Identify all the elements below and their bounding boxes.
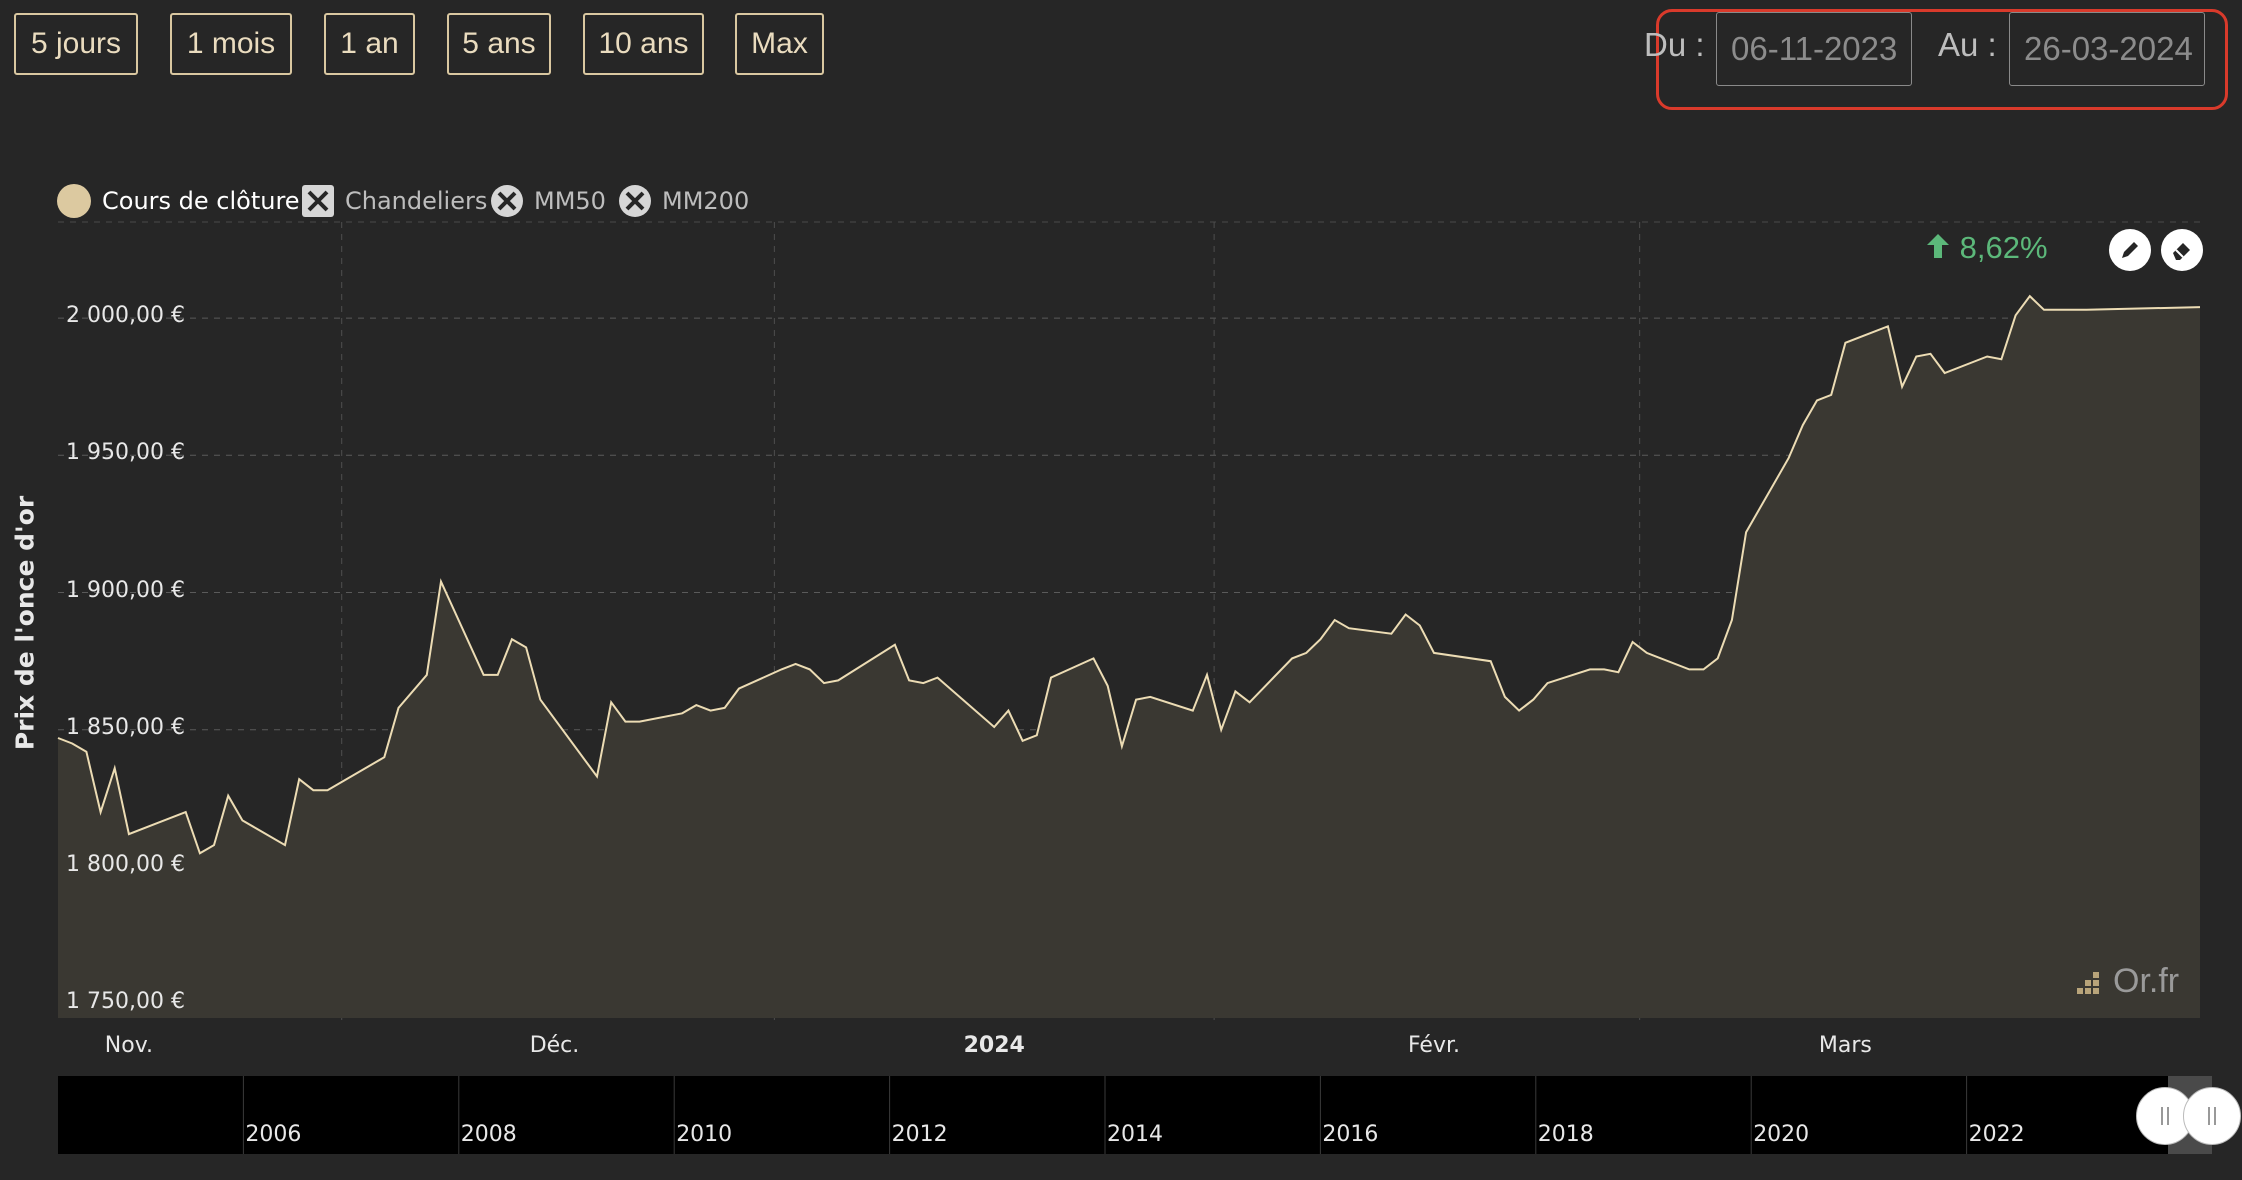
navigator-tick-label: 2018	[1537, 1122, 1594, 1147]
y-axis-title: Prix de l'once d'or	[10, 495, 40, 751]
legend-mm200[interactable]: MM200	[618, 178, 749, 224]
navigator-background	[58, 1076, 2212, 1154]
navigator[interactable]	[58, 1076, 2212, 1154]
navigator-tick-label: 2016	[1322, 1122, 1379, 1147]
y-tick-label: 1 900,00 €	[66, 577, 185, 603]
logo-bars-icon	[2077, 971, 2099, 994]
x-tick-label: Mars	[1818, 1033, 1872, 1058]
circle-cross-icon	[491, 185, 523, 217]
navigator-tick-label: 2014	[1107, 1122, 1163, 1147]
y-tick-label: 1 850,00 €	[66, 714, 185, 740]
pencil-icon	[2122, 242, 2138, 258]
price-area	[58, 296, 2200, 1019]
date-range-panel	[1656, 9, 2228, 110]
y-tick-label: 1 750,00 €	[66, 989, 185, 1015]
range-max-button[interactable]: Max	[735, 13, 824, 75]
vertical-grid	[341, 222, 1641, 1022]
from-date-input[interactable]: 06-11-2023	[1716, 12, 1912, 86]
to-label: Au :	[1938, 26, 1997, 63]
draw-tool-button[interactable]	[2109, 229, 2151, 271]
legend-mm50[interactable]: MM50	[490, 178, 606, 224]
legend-candlesticks[interactable]: Chandeliers	[301, 178, 487, 224]
erase-tool-button[interactable]	[2161, 229, 2203, 271]
navigator-tick-label: 2020	[1753, 1122, 1810, 1147]
x-tick-label: Nov.	[104, 1033, 154, 1058]
x-tick-label: Févr.	[1407, 1033, 1460, 1058]
legend-label: MM50	[534, 187, 606, 215]
grip-icon	[2208, 1107, 2216, 1125]
range-10-years-button[interactable]: 10 ans	[583, 13, 704, 75]
range-5-days-button[interactable]: 5 jours	[14, 13, 138, 75]
up-arrow-icon	[1927, 234, 1949, 258]
to-date-input[interactable]: 26-03-2024	[2009, 12, 2205, 86]
range-1-year-button[interactable]: 1 an	[324, 13, 415, 75]
navigator-tick-label: 2012	[891, 1122, 948, 1147]
watermark-text: Or.fr	[2113, 962, 2180, 1000]
grip-icon	[2161, 1107, 2169, 1125]
y-tick-label: 2 000,00 €	[66, 303, 185, 329]
y-tick-label: 1 950,00 €	[66, 440, 185, 466]
navigator-tick-label: 2008	[460, 1122, 517, 1147]
circle-cross-icon	[619, 185, 651, 217]
watermark: Or.fr	[2075, 962, 2179, 1001]
eraser-icon	[2173, 243, 2190, 260]
checkbox-cross-icon	[302, 185, 334, 217]
legend-label: Chandeliers	[345, 187, 488, 215]
price-line	[57, 294, 2201, 855]
range-1-month-button[interactable]: 1 mois	[170, 13, 292, 75]
from-label: Du :	[1644, 26, 1705, 63]
performance-indicator: 8,62%	[1925, 230, 2048, 266]
y-tick-label: 1 800,00 €	[66, 852, 185, 878]
range-5-years-button[interactable]: 5 ans	[447, 13, 551, 75]
navigator-tick-label: 2022	[1968, 1122, 2025, 1147]
legend-close-price[interactable]: Cours de clôture	[56, 178, 300, 224]
legend-dot-icon	[57, 184, 91, 218]
performance-value: 8,62%	[1959, 230, 2048, 265]
legend-label: Cours de clôture	[102, 187, 300, 215]
legend-label: MM200	[662, 187, 750, 215]
x-tick-label: Déc.	[529, 1033, 580, 1058]
navigator-tick-label: 2006	[245, 1122, 302, 1147]
x-tick-label: 2024	[963, 1033, 1025, 1058]
navigator-right-handle[interactable]	[2183, 1087, 2241, 1145]
navigator-tick-label: 2010	[676, 1122, 733, 1147]
